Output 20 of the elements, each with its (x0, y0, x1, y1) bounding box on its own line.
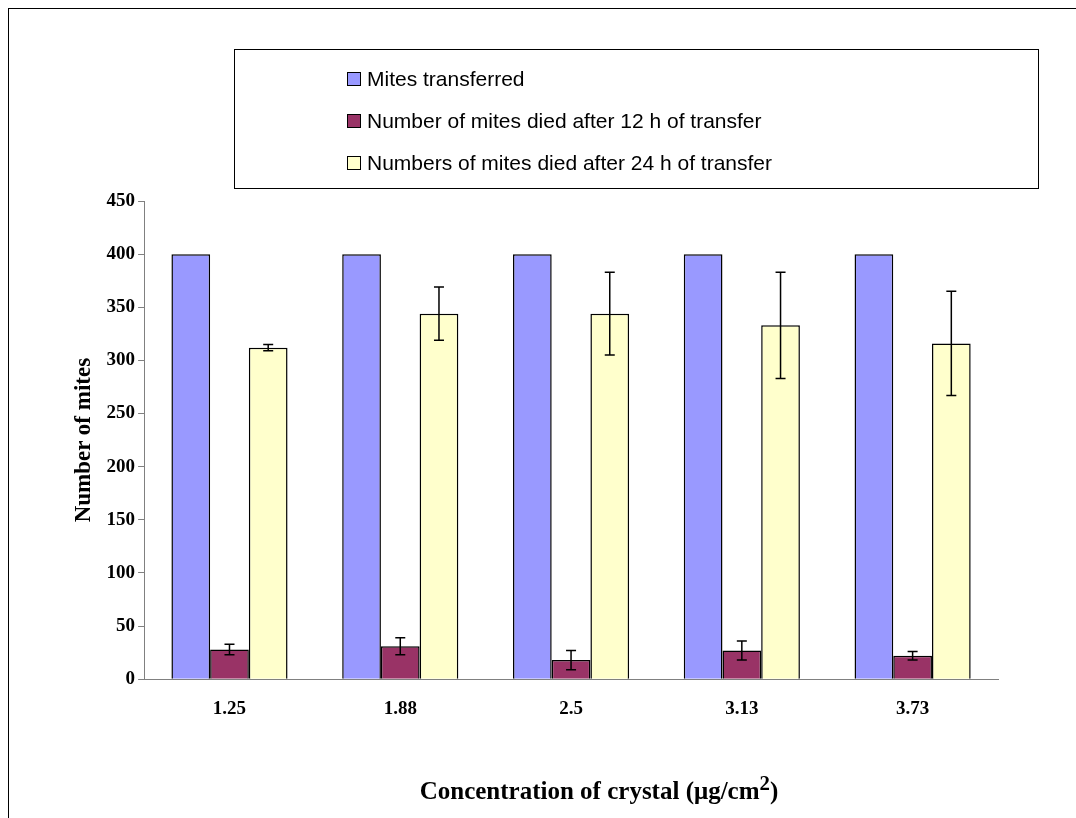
y-tick-label: 50 (116, 613, 136, 635)
x-tick-label: 1.88 (383, 696, 417, 718)
y-tick-label: 0 (125, 667, 136, 689)
y-tick-label: 300 (106, 348, 136, 370)
y-tick-label: 250 (106, 401, 136, 423)
y-tick-label: 200 (106, 454, 136, 476)
y-tick-label: 400 (106, 242, 136, 264)
x-tick-label: 3.13 (725, 696, 759, 718)
legend-label: Numbers of mites died after 24 h of transfer (367, 151, 773, 175)
legend-label: Mites transferred (367, 67, 525, 91)
y-tick-label: 100 (106, 560, 136, 582)
y-tick-label: 150 (106, 507, 136, 529)
x-tick-label: 1.25 (212, 696, 247, 718)
y-tick-label: 450 (106, 188, 136, 210)
y-tick-label: 350 (106, 295, 136, 317)
legend-label: Number of mites died after 12 h of transfer (367, 109, 762, 133)
x-axis-title: Concentration of crystal (μg/cm$^{2}$) (418, 771, 780, 806)
x-tick-label: 2.5 (559, 696, 583, 718)
y-axis-title: Number of mites (69, 357, 95, 523)
x-tick-label: 3.73 (895, 696, 930, 718)
